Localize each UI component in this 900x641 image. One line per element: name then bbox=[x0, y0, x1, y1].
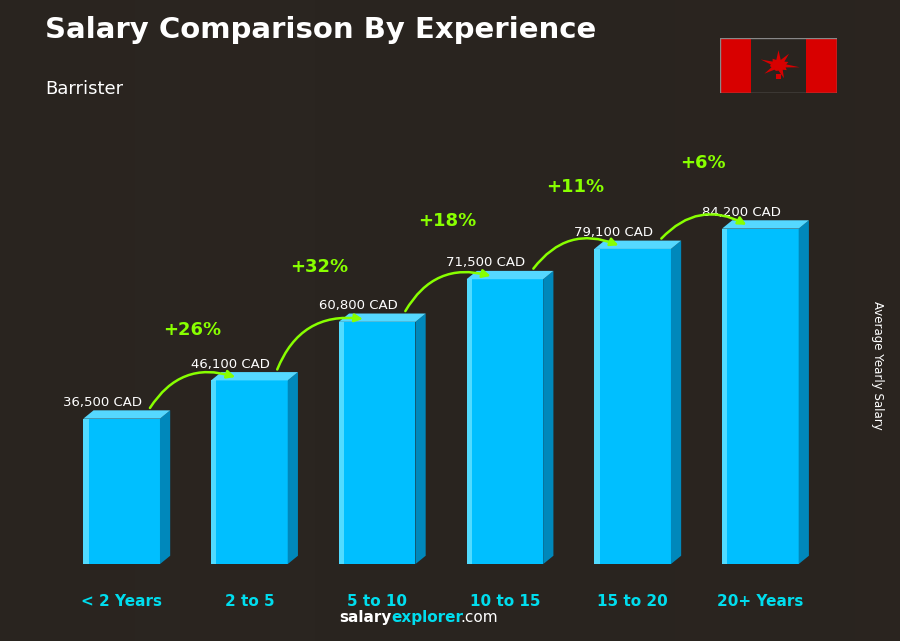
Polygon shape bbox=[722, 229, 727, 564]
Bar bbox=[90, 0, 135, 641]
Polygon shape bbox=[466, 279, 544, 564]
Polygon shape bbox=[594, 240, 681, 249]
Polygon shape bbox=[84, 419, 160, 564]
Polygon shape bbox=[338, 322, 416, 564]
Text: 5 to 10: 5 to 10 bbox=[347, 594, 407, 610]
Bar bbox=[630, 0, 675, 641]
Text: +32%: +32% bbox=[291, 258, 348, 276]
Bar bbox=[360, 0, 405, 641]
Text: +11%: +11% bbox=[546, 178, 604, 196]
Bar bbox=[585, 0, 630, 641]
Polygon shape bbox=[594, 249, 599, 564]
Polygon shape bbox=[760, 50, 800, 78]
Polygon shape bbox=[720, 38, 751, 93]
Text: Salary Comparison By Experience: Salary Comparison By Experience bbox=[45, 16, 596, 44]
Polygon shape bbox=[416, 313, 426, 564]
Polygon shape bbox=[722, 221, 809, 229]
Bar bbox=[405, 0, 450, 641]
Bar bbox=[495, 0, 540, 641]
Polygon shape bbox=[466, 279, 472, 564]
Polygon shape bbox=[670, 240, 681, 564]
Text: 2 to 5: 2 to 5 bbox=[225, 594, 274, 610]
Polygon shape bbox=[594, 249, 670, 564]
Bar bbox=[270, 0, 315, 641]
Bar bbox=[450, 0, 495, 641]
Bar bbox=[45, 0, 90, 641]
Polygon shape bbox=[544, 271, 554, 564]
Text: < 2 Years: < 2 Years bbox=[81, 594, 162, 610]
Polygon shape bbox=[466, 271, 554, 279]
Text: 71,500 CAD: 71,500 CAD bbox=[446, 256, 526, 269]
Text: 20+ Years: 20+ Years bbox=[717, 594, 804, 610]
Text: +18%: +18% bbox=[418, 212, 476, 230]
Polygon shape bbox=[798, 221, 809, 564]
Bar bbox=[0, 0, 45, 641]
Text: +26%: +26% bbox=[163, 320, 221, 339]
Polygon shape bbox=[160, 410, 170, 564]
Polygon shape bbox=[212, 380, 216, 564]
Text: 36,500 CAD: 36,500 CAD bbox=[63, 395, 142, 409]
Bar bbox=[765, 0, 810, 641]
Bar bbox=[540, 0, 585, 641]
Text: salary: salary bbox=[339, 610, 392, 625]
Bar bbox=[315, 0, 360, 641]
Bar bbox=[720, 0, 765, 641]
Text: .com: .com bbox=[461, 610, 499, 625]
Bar bbox=[135, 0, 180, 641]
Bar bbox=[225, 0, 270, 641]
Text: explorer: explorer bbox=[392, 610, 464, 625]
Polygon shape bbox=[212, 380, 288, 564]
Text: 79,100 CAD: 79,100 CAD bbox=[574, 226, 653, 239]
Polygon shape bbox=[338, 322, 344, 564]
Text: 60,800 CAD: 60,800 CAD bbox=[319, 299, 397, 312]
Text: 15 to 20: 15 to 20 bbox=[598, 594, 668, 610]
Polygon shape bbox=[776, 74, 781, 79]
Polygon shape bbox=[84, 410, 170, 419]
Text: 46,100 CAD: 46,100 CAD bbox=[191, 358, 270, 370]
Text: Barrister: Barrister bbox=[45, 80, 123, 98]
Bar bbox=[810, 0, 855, 641]
Polygon shape bbox=[84, 419, 89, 564]
Bar bbox=[180, 0, 225, 641]
Bar bbox=[855, 0, 900, 641]
Polygon shape bbox=[338, 313, 426, 322]
Text: Average Yearly Salary: Average Yearly Salary bbox=[871, 301, 884, 429]
Text: +6%: +6% bbox=[680, 154, 725, 172]
Text: 84,200 CAD: 84,200 CAD bbox=[702, 206, 780, 219]
Polygon shape bbox=[288, 372, 298, 564]
Polygon shape bbox=[806, 38, 837, 93]
Bar bbox=[675, 0, 720, 641]
Polygon shape bbox=[722, 229, 798, 564]
Text: 10 to 15: 10 to 15 bbox=[470, 594, 540, 610]
Polygon shape bbox=[212, 372, 298, 380]
